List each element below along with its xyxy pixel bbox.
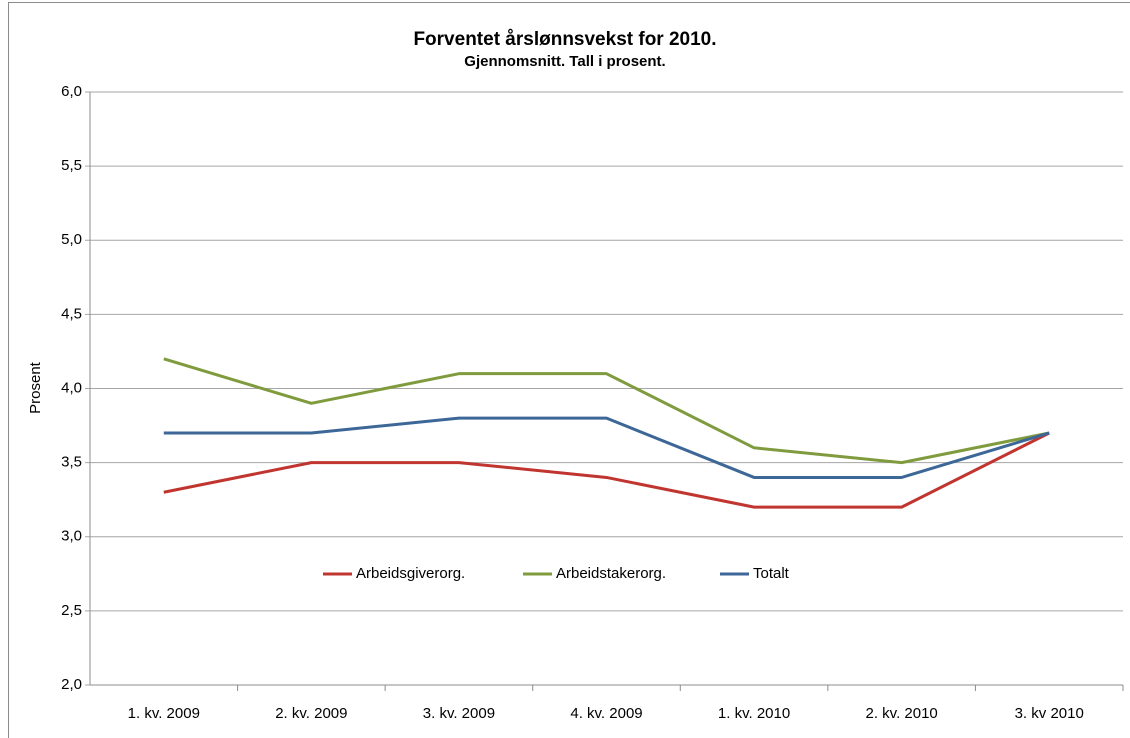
chart-frame bbox=[8, 2, 1130, 738]
y-tick-label: 2,5 bbox=[61, 602, 82, 619]
y-axis-label: Prosent bbox=[27, 361, 44, 414]
series-line bbox=[163, 357, 1050, 465]
y-tick-label: 4,0 bbox=[61, 379, 82, 396]
x-tick-label: 3. kv. 2009 bbox=[423, 705, 495, 722]
legend-label: Arbeidsgiverorg. bbox=[356, 565, 465, 582]
y-tick-label: 6,0 bbox=[61, 83, 82, 100]
y-tick-label: 2,0 bbox=[61, 676, 82, 693]
y-tick-label: 3,0 bbox=[61, 528, 82, 545]
x-tick-label: 4. kv. 2009 bbox=[570, 705, 642, 722]
x-tick-label: 1. kv. 2009 bbox=[128, 705, 200, 722]
x-tick-label: 1. kv. 2010 bbox=[718, 705, 790, 722]
x-tick-label: 2. kv. 2009 bbox=[275, 705, 347, 722]
y-tick-label: 5,5 bbox=[61, 157, 82, 174]
chart-subtitle: Gjennomsnitt. Tall i prosent. bbox=[464, 53, 665, 70]
series-line bbox=[163, 431, 1050, 509]
legend-label: Arbeidstakerorg. bbox=[556, 565, 666, 582]
y-tick-label: 4,5 bbox=[61, 305, 82, 322]
legend-label: Totalt bbox=[753, 565, 790, 582]
series-line bbox=[163, 416, 1050, 479]
y-tick-label: 5,0 bbox=[61, 231, 82, 248]
y-tick-label: 3,5 bbox=[61, 454, 82, 471]
x-tick-label: 3. kv 2010 bbox=[1015, 705, 1084, 722]
chart-title: Forventet årslønnsvekst for 2010. bbox=[413, 29, 716, 50]
x-tick-label: 2. kv. 2010 bbox=[866, 705, 938, 722]
